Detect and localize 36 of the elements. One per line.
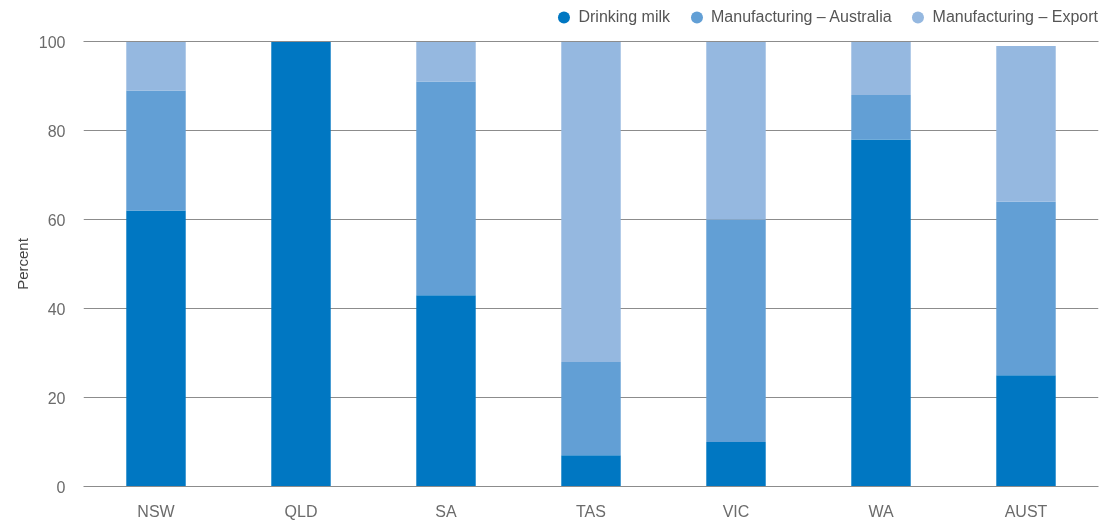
bar bbox=[706, 219, 766, 442]
bar bbox=[996, 201, 1056, 376]
bar bbox=[416, 295, 476, 487]
x-tick-label: AUST bbox=[1004, 502, 1048, 520]
x-tick-label: VIC bbox=[722, 502, 750, 520]
y-tick-label: 80 bbox=[47, 122, 66, 140]
bar bbox=[561, 455, 621, 487]
y-tick-label: 60 bbox=[47, 211, 66, 229]
bar bbox=[126, 90, 186, 211]
bar bbox=[996, 375, 1056, 487]
bar bbox=[126, 41, 186, 91]
bar bbox=[416, 41, 476, 82]
y-axis-title: Percent bbox=[13, 237, 31, 290]
x-tick-label: TAS bbox=[576, 502, 606, 520]
bar bbox=[851, 94, 911, 140]
bar bbox=[706, 41, 766, 220]
y-tick-label: 40 bbox=[47, 300, 66, 318]
legend-label: Manufacturing – Export bbox=[932, 7, 1098, 27]
bar bbox=[996, 45, 1056, 202]
x-tick-label: QLD bbox=[284, 502, 318, 520]
legend-label: Manufacturing – Australia bbox=[711, 7, 892, 27]
bar bbox=[271, 41, 331, 487]
y-tick-label: 20 bbox=[47, 389, 66, 407]
bar bbox=[851, 41, 911, 95]
bar bbox=[561, 361, 621, 456]
bar bbox=[561, 41, 621, 362]
bar bbox=[416, 81, 476, 296]
x-tick-label: NSW bbox=[137, 502, 176, 520]
y-tick-label: 0 bbox=[56, 478, 66, 496]
bar bbox=[851, 139, 911, 487]
y-tick-label: 100 bbox=[38, 33, 66, 51]
bar bbox=[126, 210, 186, 487]
x-tick-label: WA bbox=[868, 502, 894, 520]
bar bbox=[706, 442, 766, 487]
legend-label: Drinking milk bbox=[578, 7, 671, 27]
x-tick-label: SA bbox=[435, 502, 457, 520]
